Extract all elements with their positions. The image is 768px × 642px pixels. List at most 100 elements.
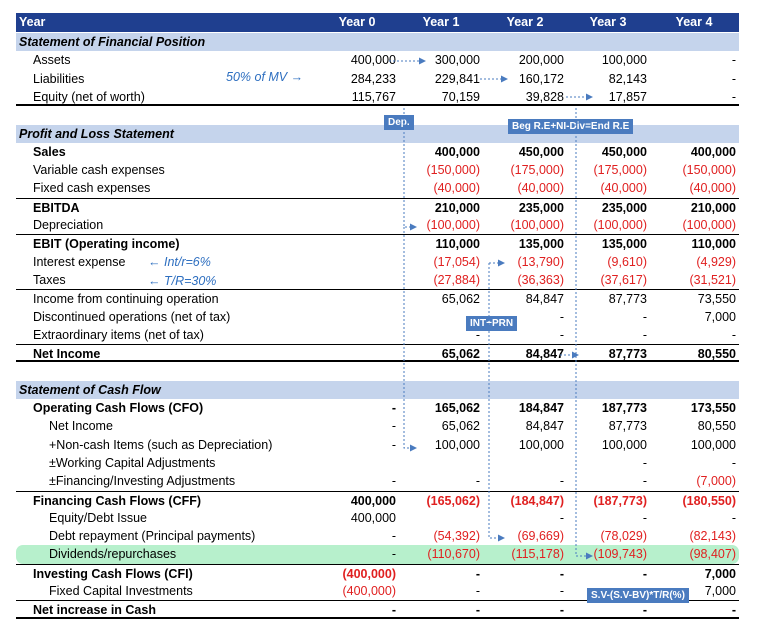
row-label: Extraordinary items (net of tax) [33,327,204,342]
cell-year-3: - [642,566,647,581]
table-row: Net increase in Cash - - - - - [16,600,739,619]
blank-row [16,362,739,380]
table-row: Operating Cash Flows (CFO) - 165,062 184,84… [16,399,739,417]
cell-year-1: 65,062 [441,347,480,362]
cell-year-2: - [559,309,564,324]
row-label: Net increase in Cash [33,603,156,618]
cell-year-3: 100,000 [601,53,647,68]
cell-year-0: - [391,474,396,489]
cell-year-1: 165,062 [434,401,480,415]
table-row: Variable cash expenses (150,000) (175,000)… [16,161,739,179]
cell-year-2: (36,363) [517,272,564,287]
table-row: Financing Cash Flows (CFF) 400,000 (165,06… [16,490,739,509]
cell-year-3: (100,000) [593,218,647,232]
cell-year-2: (69,669) [517,529,564,544]
table-row: EBITDA 210,000 235,000 235,000 210,000 [16,197,739,216]
cell-year-3: 17,857 [608,89,647,104]
table-row: Debt repayment (Principal payments) - (54,… [16,527,739,545]
cell-year-1: 300,000 [434,53,480,68]
cell-year-1: 229,841 [434,71,480,86]
cell-year-1: 110,000 [435,237,481,252]
cell-year-3: 100,000 [601,437,647,452]
cell-year-1: - [475,603,480,618]
cell-year-4: (82,143) [689,529,736,544]
cell-year-3: 187,773 [601,401,647,415]
cell-year-1: (17,054) [433,254,480,269]
retained-earnings-tag: Beg R.E+NI-Div=End R.E [508,119,634,134]
cell-year-0: 400,000 [350,510,396,525]
cell-year-1: 70,159 [441,89,480,104]
row-label: +Non-cash Items (such as Depreciation) [49,437,273,452]
section-title: Statement of Financial Position [19,35,206,49]
table-row: Interest expense (17,054) (13,790) (9,610) (… [16,253,739,271]
table-row: Equity (net of worth) 115,767 70,159 39,828… [16,88,739,107]
cell-year-2: 450,000 [518,144,564,159]
table-row: Assets 400,000 300,000 200,000 100,000 - [16,51,739,69]
cell-year-2: 235,000 [518,200,564,215]
cell-year-1: (100,000) [426,218,480,232]
cell-year-3: - [642,455,647,470]
cell-year-3: (187,773) [593,493,647,508]
cell-year-3: - [642,309,647,324]
cell-year-4: - [731,455,736,470]
cell-year-1: (27,884) [433,272,480,287]
cell-year-3: - [642,327,647,342]
cell-year-4: 110,000 [691,237,737,252]
cell-year-4: - [731,71,736,86]
cell-year-4: (98,407) [689,547,736,562]
row-label: Assets [33,53,71,68]
cell-year-4: 7,000 [704,566,736,581]
table-row: ±Financing/Investing Adjustments - - - - (7,0… [16,472,739,490]
row-label: Operating Cash Flows (CFO) [33,401,204,415]
cell-year-2: - [559,603,564,618]
cell-year-2: - [559,566,564,581]
cell-year-4: 73,550 [697,292,736,307]
cell-year-1: - [475,566,480,581]
cell-year-2: 84,847 [525,419,564,434]
cell-year-1: (150,000) [426,163,480,178]
table-row: Fixed Capital Investments(400,000)---7,0… [16,582,739,600]
row-label: Debt repayment (Principal payments) [49,529,256,544]
year-header-1: Year 1 [422,15,460,29]
cell-year-2: 84,847 [525,347,564,362]
year-header-row: Year Year 0 Year 1 Year 2 Year 3 Year 4 [16,13,739,32]
table-row: Discontinued operations (net of tax)---7… [16,308,739,326]
cell-year-3: 235,000 [601,200,647,215]
cell-year-0: - [391,529,396,544]
table-row: Sales 400,000 450,000 450,000 400,000 [16,143,739,161]
cell-year-3: 82,143 [608,71,647,86]
cell-year-4: 210,000 [690,200,736,215]
cell-year-1: (110,670) [427,547,480,562]
row-label: Equity (net of worth) [33,89,145,104]
cell-year-3: 135,000 [601,237,647,252]
cell-year-3: 450,000 [601,144,647,159]
row-label: EBIT (Operating income) [33,237,180,252]
row-label: Net Income [33,347,101,362]
mv-note: 50% of MV → [226,70,304,84]
cell-year-3: (109,743) [593,547,647,562]
year-header-0: Year 0 [338,15,376,29]
cell-year-3: 87,773 [608,292,647,307]
cell-year-1: 65,062 [441,419,480,434]
table-row: EBIT (Operating income) 110,000 135,000 135… [16,234,739,252]
cell-year-3: (78,029) [600,529,647,544]
table-row: Income from continuing operation 65,062 84… [16,289,739,307]
row-label: Depreciation [33,218,104,232]
cell-year-3: - [642,474,647,489]
cell-year-2: 160,172 [518,71,564,86]
cell-year-4: 400,000 [690,144,736,159]
cell-year-0: - [391,547,396,562]
cell-year-4: (100,000) [682,218,736,232]
cell-year-4: (180,550) [682,493,736,508]
section-header: Statement of Cash Flow [16,380,739,399]
section-title: Statement of Cash Flow [19,382,161,397]
cell-year-3: - [642,510,647,525]
cell-year-0: (400,000) [342,584,396,598]
cell-year-4: (7,000) [696,474,736,489]
cell-year-4: - [731,89,736,104]
cell-year-3: 87,773 [608,347,647,362]
year-header-2: Year 2 [506,15,544,29]
row-label: ±Financing/Investing Adjustments [49,474,236,489]
cell-year-4: 80,550 [697,347,736,362]
cell-year-4: (150,000) [682,163,736,178]
